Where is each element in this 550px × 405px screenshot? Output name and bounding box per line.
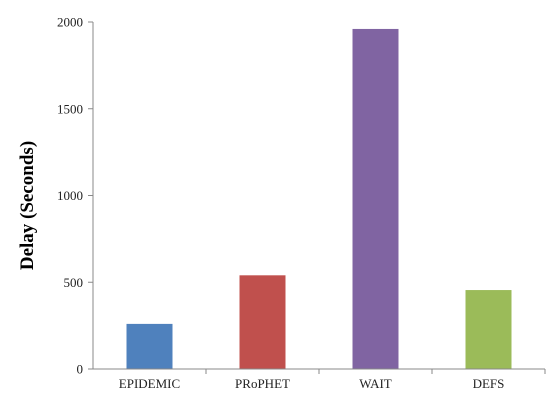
y-axis-label: Delay (Seconds)	[17, 141, 38, 270]
y-tick-label: 1000	[57, 188, 83, 203]
x-tick-label: EPIDEMIC	[119, 376, 180, 391]
y-tick-label: 0	[77, 362, 84, 377]
x-tick-label: PRoPHET	[235, 376, 290, 391]
x-tick-label: DEFS	[473, 376, 505, 391]
bar-prophet	[239, 275, 286, 369]
x-axis-ticks: EPIDEMIC PRoPHET WAIT DEFS	[119, 369, 546, 391]
x-tick-label: WAIT	[359, 376, 392, 391]
y-tick-label: 1500	[57, 101, 83, 116]
bar-epidemic	[126, 323, 173, 369]
bar-wait	[352, 28, 399, 369]
y-tick-label: 500	[64, 275, 84, 290]
bar-defs	[465, 290, 512, 369]
y-axis-ticks: 0 500 1000 1500 2000	[57, 15, 93, 377]
bars	[126, 28, 512, 369]
y-tick-label: 2000	[57, 15, 83, 30]
